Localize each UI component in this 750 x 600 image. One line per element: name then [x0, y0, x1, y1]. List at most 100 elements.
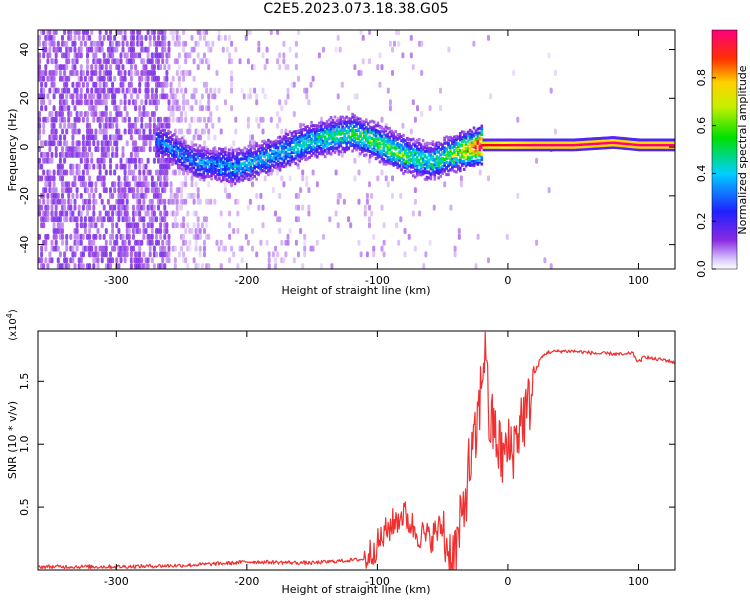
spectrogram-cell: [507, 143, 511, 147]
spectrogram-cell: [357, 135, 360, 139]
spectrogram-cell: [163, 143, 166, 147]
spectrogram-cell: [519, 141, 523, 144]
spectrogram-cell: [455, 158, 458, 162]
spectrogram-cell: [468, 146, 472, 150]
spectrogram-cell: [590, 144, 593, 148]
spectrogram-cell: [425, 171, 429, 175]
spectrogram-cell: [394, 153, 397, 157]
spectrogram-cell: [180, 143, 184, 146]
spectrogram-cell: [136, 222, 140, 229]
spectrogram-cell: [435, 157, 439, 161]
spectrogram-cell: [359, 70, 363, 76]
spectrogram-cell: [325, 128, 329, 132]
spectrogram-cell: [180, 144, 184, 148]
spectrogram-cell: [98, 169, 102, 176]
spectrogram-cell: [382, 152, 386, 156]
spectrogram-cell: [167, 245, 171, 252]
spectrogram-cell: [368, 58, 371, 65]
spectrogram-cell: [625, 144, 628, 148]
spectrogram-cell: [472, 40, 476, 47]
spectrogram-cell: [443, 150, 446, 154]
spectrogram-cell: [205, 87, 209, 94]
spectrogram-cell: [276, 157, 280, 161]
spectrogram-cell: [466, 139, 470, 143]
spectrogram-cell: [198, 99, 202, 106]
spectrogram-cell: [656, 145, 660, 149]
spectrogram-cell: [38, 58, 41, 65]
spectrogram-cell: [229, 179, 233, 183]
spectrogram-cell: [100, 222, 104, 229]
spectrogram-cell: [69, 111, 73, 117]
spectrogram-cell: [439, 159, 442, 163]
spectrogram-cell: [629, 147, 632, 151]
spectrogram-cell: [226, 156, 229, 160]
spectrogram-cell: [123, 239, 127, 246]
spectrogram-cell: [363, 123, 366, 127]
spectrogram-cell: [578, 143, 581, 147]
spectrogram-cell: [406, 138, 409, 142]
spectrogram-cell: [660, 141, 664, 144]
spectrogram-cell: [404, 145, 407, 149]
spectrogram-cell: [320, 130, 323, 134]
spectrogram-cell: [406, 142, 409, 145]
spectrogram-cell: [656, 141, 660, 144]
spectrogram-cell: [455, 138, 458, 142]
spectrogram-cell: [347, 140, 350, 144]
spectrogram-cell: [422, 263, 426, 269]
spectrogram-cell: [378, 136, 382, 140]
spectrogram-cell: [654, 141, 658, 144]
spectrogram-cell: [224, 166, 227, 170]
spectrogram-cell: [316, 139, 319, 143]
spectrogram-cell: [564, 141, 568, 144]
spectrogram-cell: [611, 136, 615, 140]
y-tick-label: 20: [18, 91, 31, 105]
spectrogram-cell: [551, 138, 554, 142]
spectrogram-cell: [329, 147, 333, 151]
spectrogram-cell: [494, 145, 497, 149]
spectrogram-cell: [184, 175, 188, 182]
spectrogram-cell: [566, 141, 570, 144]
spectrogram-cell: [523, 148, 527, 152]
spectrogram-cell: [111, 122, 115, 129]
spectrogram-cell: [462, 137, 466, 141]
spectrogram-cell: [355, 93, 359, 100]
spectrogram-cell: [388, 126, 392, 130]
spectrogram-cell: [54, 30, 58, 35]
spectrogram-cell: [140, 40, 144, 47]
spectrogram-cell: [374, 128, 378, 132]
spectrogram-cell: [251, 245, 254, 252]
spectrogram-cell: [100, 257, 104, 264]
spectrogram-cell: [186, 153, 190, 156]
spectrogram-cell: [303, 239, 307, 246]
spectrogram-cell: [292, 81, 296, 88]
spectrogram-cell: [265, 145, 268, 149]
spectrogram-cell: [292, 145, 296, 149]
spectrogram-cell: [155, 149, 159, 153]
spectrogram-cell: [551, 143, 554, 147]
spectrogram-cell: [396, 144, 399, 148]
spectrogram-cell: [662, 138, 666, 142]
spectrogram-cell: [466, 131, 470, 135]
spectrogram-cell: [235, 179, 239, 183]
spectrogram-cell: [304, 136, 307, 140]
spectrogram-cell: [321, 141, 325, 145]
spectrogram-cell: [115, 239, 119, 246]
spectrogram-cell: [327, 130, 331, 134]
spectrogram-cell: [435, 150, 439, 154]
spectrogram-cell: [355, 141, 358, 145]
spectrogram-cell: [286, 154, 290, 158]
spectrogram-cell: [400, 155, 403, 159]
spectrogram-cell: [413, 158, 417, 162]
spectrogram-cell: [212, 155, 215, 159]
spectrogram-cell: [81, 175, 85, 182]
spectrogram-cell: [507, 138, 511, 142]
spectrogram-cell: [104, 99, 108, 106]
spectrogram-cell: [167, 52, 171, 59]
spectrogram-cell: [412, 142, 415, 146]
spectrogram-cell: [496, 145, 499, 149]
spectrogram-cell: [230, 87, 234, 94]
spectrogram-cell: [261, 169, 264, 172]
spectrogram-cell: [368, 129, 372, 133]
spectrogram-cell: [391, 46, 394, 53]
spectrogram-cell: [288, 163, 292, 166]
